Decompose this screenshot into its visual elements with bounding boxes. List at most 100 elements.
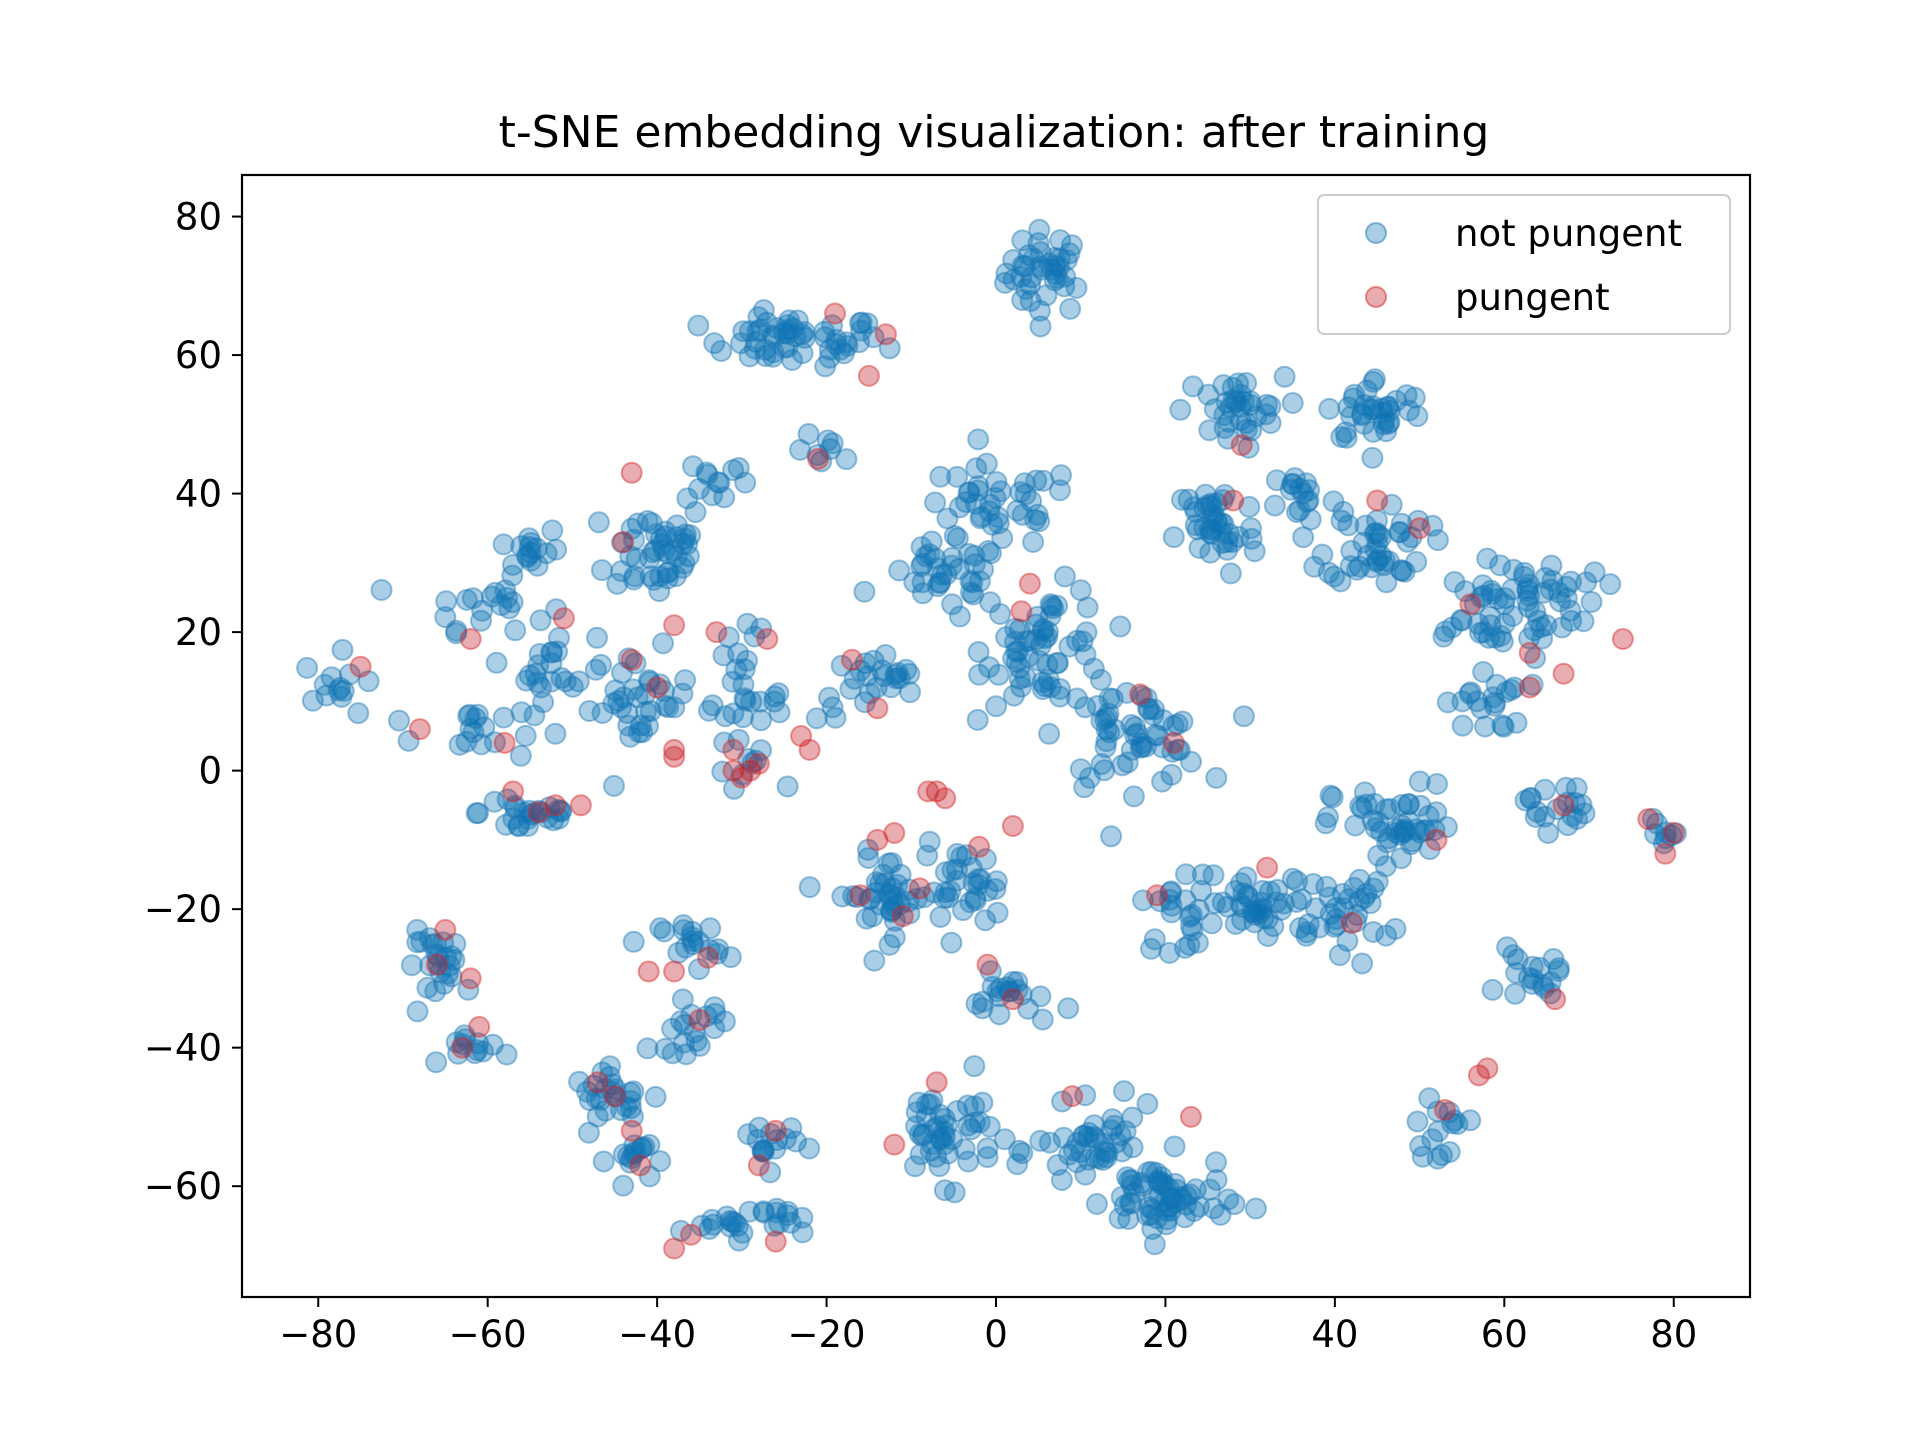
not-pungent-point: [912, 1123, 935, 1145]
not-pungent-point: [1231, 908, 1254, 931]
not-pungent-point: [651, 533, 674, 556]
not-pungent-point: [619, 545, 642, 568]
not-pungent-point: [752, 1200, 775, 1223]
pungent-point: [1637, 808, 1660, 831]
not-pungent-point: [1171, 488, 1193, 511]
not-pungent-point: [898, 878, 921, 901]
not-pungent-point: [1006, 1153, 1029, 1176]
not-pungent-point: [1332, 897, 1355, 920]
not-pungent-point: [935, 1114, 958, 1137]
not-pungent-point: [835, 331, 858, 354]
not-pungent-point: [918, 543, 941, 566]
not-pungent-point: [1184, 501, 1207, 523]
not-pungent-point: [685, 1030, 708, 1052]
not-pungent-point: [1378, 399, 1401, 422]
not-pungent-point: [1292, 482, 1314, 505]
not-pungent-point: [1173, 1206, 1196, 1229]
not-pungent-point: [1029, 1129, 1052, 1152]
not-pungent-point: [911, 571, 934, 594]
not-pungent-point: [968, 663, 991, 686]
not-pungent-point: [546, 640, 569, 663]
not-pungent-point: [1109, 615, 1132, 638]
not-pungent-point: [1221, 376, 1244, 399]
pungent-point: [1001, 815, 1024, 837]
not-pungent-point: [1235, 866, 1258, 889]
pungent-point: [722, 738, 745, 761]
not-pungent-point: [857, 847, 880, 869]
not-pungent-point: [1109, 1124, 1132, 1147]
not-pungent-point: [968, 570, 991, 593]
not-pungent-point: [1524, 806, 1547, 828]
not-pungent-point: [674, 527, 696, 550]
not-pungent-point: [1120, 714, 1143, 736]
not-pungent-point: [586, 1105, 609, 1128]
not-pungent-point: [1122, 785, 1145, 808]
pungent-point: [883, 822, 906, 844]
not-pungent-point: [1011, 289, 1034, 311]
not-pungent-point: [540, 641, 563, 664]
not-pungent-point: [1337, 396, 1360, 419]
not-pungent-point: [1409, 794, 1432, 817]
not-pungent-point: [1384, 917, 1407, 940]
not-pungent-point: [1094, 736, 1117, 759]
not-pungent-point: [926, 557, 949, 580]
not-pungent-point: [1299, 508, 1322, 531]
not-pungent-point: [1160, 894, 1183, 917]
not-pungent-point: [986, 980, 1009, 1003]
not-pungent-point: [936, 507, 959, 530]
not-pungent-point: [979, 591, 1002, 614]
not-pungent-point: [1111, 754, 1134, 777]
not-pungent-point: [1295, 924, 1318, 947]
not-pungent-point: [843, 667, 866, 690]
not-pungent-point: [676, 533, 699, 556]
not-pungent-point: [915, 1093, 938, 1116]
not-pungent-point: [995, 626, 1018, 649]
not-pungent-point: [502, 553, 524, 576]
not-pungent-point: [1126, 722, 1149, 745]
not-pungent-point: [1375, 420, 1398, 443]
not-pungent-point: [1237, 436, 1260, 459]
not-pungent-point: [883, 909, 906, 932]
not-pungent-point: [939, 880, 962, 903]
pungent-point: [976, 953, 999, 976]
pungent-point: [866, 697, 889, 720]
not-pungent-point: [1073, 1124, 1095, 1147]
not-pungent-point: [1046, 652, 1069, 675]
not-pungent-point: [1008, 1139, 1031, 1162]
not-pungent-point: [722, 702, 745, 725]
not-pungent-point: [1129, 736, 1152, 759]
not-pungent-point: [1521, 955, 1544, 978]
not-pungent-point: [610, 560, 633, 583]
not-pungent-point: [1256, 925, 1279, 947]
not-pungent-point: [1089, 668, 1112, 691]
not-pungent-point: [603, 774, 625, 797]
not-pungent-point: [1111, 1140, 1134, 1163]
not-pungent-point: [1239, 393, 1262, 416]
not-pungent-point: [1044, 263, 1067, 285]
not-pungent-point: [997, 980, 1020, 1003]
not-pungent-point: [1408, 821, 1431, 844]
not-pungent-point: [1120, 1192, 1143, 1215]
not-pungent-point: [848, 331, 871, 354]
x-tick-label: −60: [449, 1313, 527, 1356]
not-pungent-point: [587, 511, 610, 534]
not-pungent-point: [1375, 571, 1398, 594]
not-pungent-point: [1539, 578, 1562, 601]
not-pungent-point: [1517, 596, 1540, 619]
not-pungent-point: [1401, 830, 1424, 853]
not-pungent-point: [1263, 494, 1286, 517]
not-pungent-point: [1409, 1135, 1432, 1157]
not-pungent-point: [948, 605, 971, 628]
x-tick-label: 40: [1311, 1313, 1358, 1356]
not-pungent-point: [425, 1051, 448, 1074]
not-pungent-point: [725, 658, 748, 681]
pungent-point: [569, 794, 592, 817]
not-pungent-point: [869, 893, 892, 916]
not-pungent-point: [736, 649, 758, 672]
not-pungent-point: [598, 1065, 621, 1088]
not-pungent-point: [536, 806, 559, 829]
not-pungent-point: [1103, 718, 1126, 741]
not-pungent-point: [518, 527, 540, 550]
not-pungent-point: [858, 682, 881, 705]
not-pungent-point: [1472, 661, 1495, 683]
